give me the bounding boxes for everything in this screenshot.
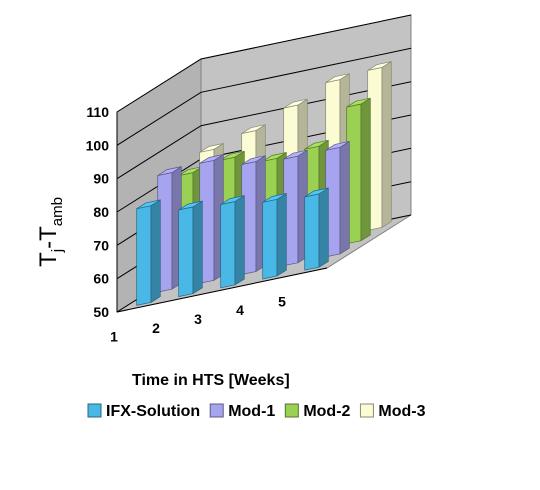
bar-side <box>234 194 245 286</box>
x-axis-label: Time in HTS [Weeks] <box>132 372 290 389</box>
legend-swatch <box>284 403 299 418</box>
x-tick-label: 4 <box>236 302 244 318</box>
bar-top <box>178 200 203 211</box>
bar-front <box>220 201 236 289</box>
y-tick-label: 90 <box>93 171 109 187</box>
bar-front <box>136 205 152 306</box>
bar-side <box>360 97 371 242</box>
bar-top <box>304 139 329 150</box>
bar-top <box>304 187 329 198</box>
gridline <box>116 47 412 146</box>
bar-top <box>199 154 224 164</box>
y-tick-label: 70 <box>93 237 109 253</box>
bar-side <box>150 199 161 304</box>
bar-top <box>220 150 245 161</box>
bar-mod-1-5 <box>325 140 350 258</box>
bar-mod-2-5 <box>346 97 371 245</box>
bar-mod-3-5 <box>367 60 392 231</box>
y-axis-label: Tj-Tamb <box>35 197 66 267</box>
legend-item-mod-3: Mod-3 <box>359 403 426 420</box>
y-tick-label: 110 <box>86 104 109 120</box>
bar-mod-1-1 <box>157 165 182 293</box>
bar-mod-1-4 <box>283 149 308 267</box>
legend-label: IFX-Solution <box>106 403 200 420</box>
legend-item-mod-1: Mod-1 <box>209 403 275 420</box>
x-axis-line <box>116 267 328 313</box>
bar-top <box>220 195 245 205</box>
axes: 50 60 70 80 90 100 110 1 2 3 4 5 <box>86 104 328 345</box>
legend-swatch <box>87 403 102 418</box>
bar-top <box>157 166 182 176</box>
bar-top <box>283 149 308 160</box>
x-tick-label: 2 <box>152 320 160 336</box>
bar-ifx-solution-1 <box>136 199 161 306</box>
legend-swatch <box>209 403 224 418</box>
x-tick-label: 3 <box>194 311 202 327</box>
legend-swatch <box>359 403 374 418</box>
legend-label: Mod-2 <box>303 403 350 420</box>
bar-ifx-solution-2 <box>178 200 203 298</box>
legend-item-mod-2: Mod-2 <box>284 403 351 420</box>
x-tick-label: 1 <box>110 329 118 345</box>
bar-side <box>192 200 203 295</box>
y-tick-label: 60 <box>93 271 109 287</box>
bar-top <box>136 199 161 210</box>
bar-ifx-solution-4 <box>262 192 287 280</box>
bar-top <box>262 193 287 203</box>
y-tick-label: 80 <box>93 204 109 220</box>
bar-front <box>262 198 278 280</box>
bar-side <box>381 60 392 229</box>
bars <box>136 60 392 306</box>
legend-item-ifx-solution: IFX-Solution <box>87 403 200 420</box>
bar-ifx-solution-5 <box>304 187 329 271</box>
bar-ifx-solution-3 <box>220 194 245 289</box>
bar-top <box>346 97 371 108</box>
bar-top <box>325 73 350 83</box>
bar-top <box>262 152 287 162</box>
x-tick-label: 5 <box>278 293 286 309</box>
bar-side <box>339 140 350 255</box>
bar-front <box>304 193 320 271</box>
bar-mod-1-2 <box>199 153 224 284</box>
bar-mod-1-3 <box>241 155 266 275</box>
bar-side <box>318 187 329 268</box>
bar-top <box>199 143 224 153</box>
legend: IFX-Solution Mod-1 Mod-2 Mod-3 <box>87 403 426 420</box>
y-tick-label: 100 <box>86 137 110 153</box>
bar-top <box>241 124 266 134</box>
gridline <box>116 14 412 113</box>
bar-top <box>241 155 266 165</box>
bar-top <box>283 98 308 109</box>
bar-top <box>367 61 392 71</box>
bar-top <box>325 141 350 151</box>
legend-label: Mod-1 <box>228 403 275 420</box>
legend-label: Mod-3 <box>378 403 425 420</box>
y-tick-label: 50 <box>93 304 109 320</box>
bar-front <box>178 206 194 298</box>
bar-side <box>276 192 287 277</box>
